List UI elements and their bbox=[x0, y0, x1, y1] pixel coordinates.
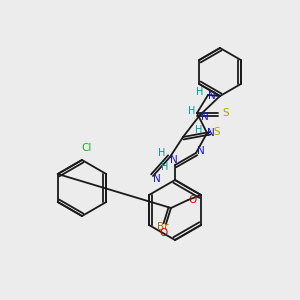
Text: N: N bbox=[201, 112, 209, 122]
Text: O: O bbox=[189, 195, 197, 205]
Text: H: H bbox=[196, 87, 204, 97]
Text: N: N bbox=[170, 155, 178, 165]
Text: S: S bbox=[223, 108, 229, 118]
Text: H: H bbox=[195, 125, 203, 135]
Text: S: S bbox=[214, 127, 220, 137]
Text: Br: Br bbox=[157, 222, 169, 232]
Text: O: O bbox=[160, 228, 168, 238]
Text: N: N bbox=[153, 174, 161, 184]
Text: N: N bbox=[208, 91, 216, 101]
Text: N: N bbox=[197, 146, 205, 156]
Text: N: N bbox=[207, 128, 215, 138]
Text: H: H bbox=[188, 106, 196, 116]
Text: Cl: Cl bbox=[82, 143, 92, 153]
Text: H: H bbox=[158, 148, 166, 158]
Text: H: H bbox=[161, 162, 169, 172]
